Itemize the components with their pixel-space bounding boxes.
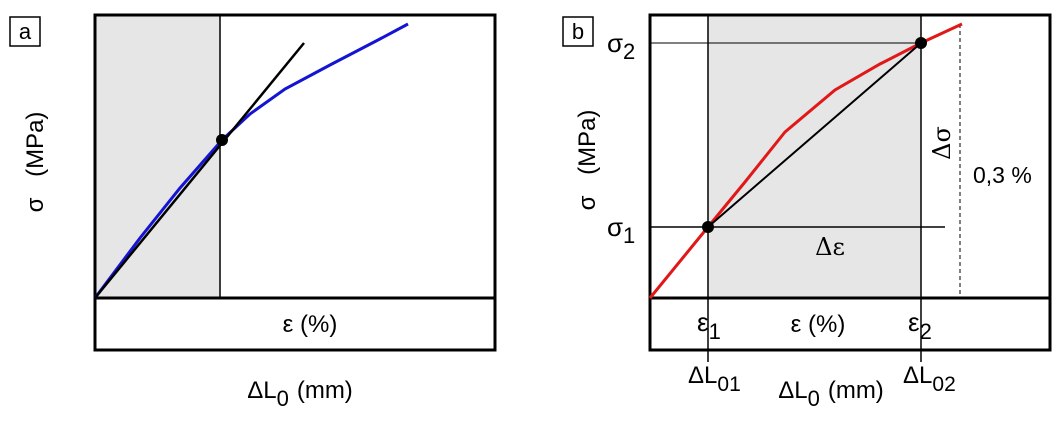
panel-b-x-outer-main: ΔL — [778, 377, 807, 404]
panel-a-tag: a — [19, 19, 32, 44]
panel-b-y-unit: (MPa) — [574, 110, 601, 175]
panel-b-point-2 — [915, 37, 927, 49]
panel-b-sigma1-main: σ — [607, 212, 623, 242]
panel-a-shaded-region — [95, 15, 220, 298]
panel-b-stress-strain-curve — [648, 22, 963, 299]
panel-b-dl01-main: ΔL — [688, 362, 717, 389]
panel-b-dl01-label: ΔL01 — [688, 362, 741, 396]
panel-b-dl02-main: ΔL — [903, 362, 932, 389]
panel-b-y-symbol: σ — [574, 195, 601, 210]
panel-b-offset-label: 0,3 % — [973, 162, 1032, 188]
panel-b: b σ (MPa) σ2 σ1 ε1 ε2 ε (%) Δε Δσ 0,3 % … — [562, 13, 1052, 411]
panel-b-frame — [648, 13, 1052, 352]
panel-b-x-inner-label: ε (%) — [791, 311, 846, 338]
panel-a-point — [216, 134, 228, 146]
panel-a-x-outer-unit: (mm) — [297, 377, 353, 404]
panel-b-point-1 — [702, 221, 714, 233]
panel-b-delta-sigma: Δσ — [928, 126, 956, 160]
panel-a-x-outer-main: ΔL — [247, 377, 276, 404]
panel-a-y-unit: (MPa) — [22, 112, 49, 177]
panel-b-eps1-sub: 1 — [709, 319, 721, 344]
panel-a-tag-box — [9, 16, 41, 47]
panel-a-y-symbol: σ — [22, 197, 49, 212]
panel-b-x-outer-sub: 0 — [808, 386, 820, 411]
panel-b-sigma1-label: σ1 — [607, 212, 635, 248]
panel-b-delta-sigma-group: Δσ — [928, 126, 956, 160]
panel-b-y-label: σ (MPa) — [574, 110, 601, 211]
panel-b-sigma1-sub: 1 — [623, 223, 635, 248]
panel-b-x-outer-label: ΔL0 (mm) — [778, 377, 884, 411]
panel-b-x-outer-unit: (mm) — [828, 377, 884, 404]
panel-b-tag: b — [572, 19, 584, 44]
panel-a-y-label: σ (MPa) — [22, 112, 49, 213]
panel-b-dl01-sub: 01 — [717, 373, 740, 396]
panel-a-x-outer-label: ΔL0 (mm) — [247, 377, 353, 411]
panel-b-secant-line — [707, 42, 922, 228]
panel-a: a σ (MPa) ε (%) ΔL0 (mm) — [9, 13, 497, 411]
panel-b-dl02-sub: 02 — [932, 373, 955, 396]
svg-text:σ (MPa): σ (MPa) — [574, 110, 601, 211]
panel-b-eps1-main: ε — [697, 307, 709, 337]
panel-a-frame — [93, 13, 497, 352]
panel-b-eps1-label: ε1 — [697, 307, 721, 344]
svg-text:σ (MPa): σ (MPa) — [22, 112, 49, 213]
panel-b-sigma2-label: σ2 — [607, 28, 635, 64]
panel-b-sigma2-sub: 2 — [623, 39, 635, 64]
panel-b-eps2-sub: 2 — [920, 319, 932, 344]
panel-b-delta-eps: Δε — [815, 233, 845, 261]
panel-b-eps2-main: ε — [908, 307, 920, 337]
panel-a-x-outer-sub: 0 — [277, 386, 289, 411]
panel-b-tag-box — [562, 16, 594, 47]
panel-a-x-inner-label: ε (%) — [283, 311, 338, 338]
panel-b-eps2-label: ε2 — [908, 307, 932, 344]
panel-b-sigma2-main: σ — [607, 28, 623, 58]
panel-a-elastic-line — [94, 42, 305, 299]
panel-b-dl02-label: ΔL02 — [903, 362, 956, 396]
panel-a-stress-strain-curve — [93, 22, 409, 299]
